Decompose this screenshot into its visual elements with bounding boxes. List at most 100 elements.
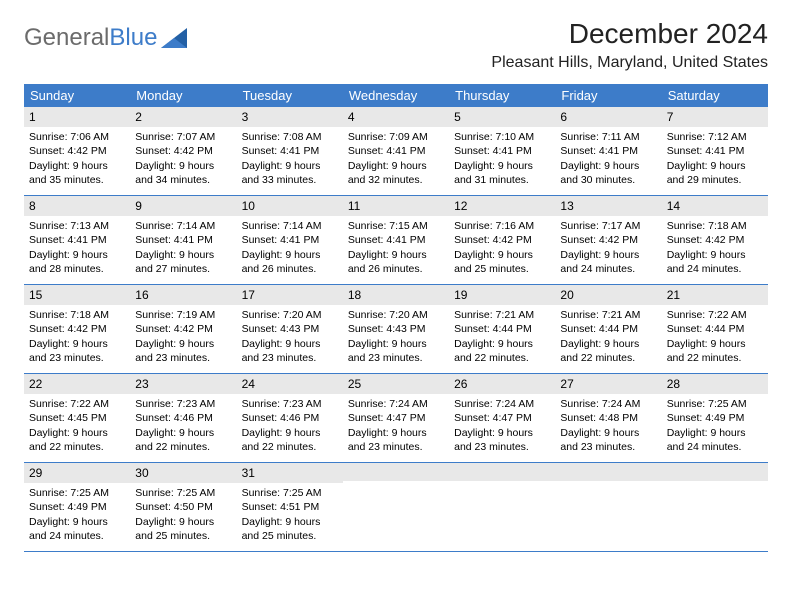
sunrise-text: Sunrise: 7:10 AM (454, 130, 550, 144)
day-body: Sunrise: 7:25 AMSunset: 4:49 PMDaylight:… (662, 394, 768, 458)
daylight-text-2: and 22 minutes. (454, 351, 550, 365)
sunset-text: Sunset: 4:41 PM (454, 144, 550, 158)
day-number: 30 (130, 463, 236, 483)
daylight-text-2: and 23 minutes. (560, 440, 656, 454)
sunrise-text: Sunrise: 7:22 AM (29, 397, 125, 411)
daylight-text-1: Daylight: 9 hours (348, 337, 444, 351)
day-body: Sunrise: 7:25 AMSunset: 4:50 PMDaylight:… (130, 483, 236, 547)
sunrise-text: Sunrise: 7:21 AM (560, 308, 656, 322)
day-body: Sunrise: 7:11 AMSunset: 4:41 PMDaylight:… (555, 127, 661, 191)
day-number: 4 (343, 107, 449, 127)
day-body: Sunrise: 7:12 AMSunset: 4:41 PMDaylight:… (662, 127, 768, 191)
daylight-text-1: Daylight: 9 hours (560, 426, 656, 440)
logo-triangle-icon (161, 28, 187, 48)
sunrise-text: Sunrise: 7:23 AM (135, 397, 231, 411)
day-body: Sunrise: 7:20 AMSunset: 4:43 PMDaylight:… (237, 305, 343, 369)
day-number: 11 (343, 196, 449, 216)
sunrise-text: Sunrise: 7:14 AM (135, 219, 231, 233)
day-cell: 23Sunrise: 7:23 AMSunset: 4:46 PMDayligh… (130, 374, 236, 462)
day-number: 19 (449, 285, 555, 305)
day-header-row: SundayMondayTuesdayWednesdayThursdayFrid… (24, 84, 768, 107)
day-body: Sunrise: 7:21 AMSunset: 4:44 PMDaylight:… (449, 305, 555, 369)
day-body: Sunrise: 7:13 AMSunset: 4:41 PMDaylight:… (24, 216, 130, 280)
sunset-text: Sunset: 4:42 PM (135, 144, 231, 158)
day-body: Sunrise: 7:22 AMSunset: 4:44 PMDaylight:… (662, 305, 768, 369)
day-body: Sunrise: 7:07 AMSunset: 4:42 PMDaylight:… (130, 127, 236, 191)
sunrise-text: Sunrise: 7:14 AM (242, 219, 338, 233)
daylight-text-2: and 24 minutes. (29, 529, 125, 543)
daylight-text-1: Daylight: 9 hours (454, 426, 550, 440)
day-number: 10 (237, 196, 343, 216)
daylight-text-2: and 25 minutes. (135, 529, 231, 543)
sunrise-text: Sunrise: 7:24 AM (454, 397, 550, 411)
daylight-text-2: and 29 minutes. (667, 173, 763, 187)
daylight-text-2: and 34 minutes. (135, 173, 231, 187)
daylight-text-1: Daylight: 9 hours (242, 159, 338, 173)
day-number: 25 (343, 374, 449, 394)
sunset-text: Sunset: 4:47 PM (348, 411, 444, 425)
daylight-text-2: and 22 minutes. (29, 440, 125, 454)
day-header: Saturday (662, 84, 768, 107)
daylight-text-2: and 31 minutes. (454, 173, 550, 187)
daylight-text-1: Daylight: 9 hours (135, 426, 231, 440)
sunset-text: Sunset: 4:46 PM (135, 411, 231, 425)
daylight-text-1: Daylight: 9 hours (454, 337, 550, 351)
day-cell (449, 463, 555, 551)
day-cell: 5Sunrise: 7:10 AMSunset: 4:41 PMDaylight… (449, 107, 555, 195)
day-cell: 17Sunrise: 7:20 AMSunset: 4:43 PMDayligh… (237, 285, 343, 373)
day-cell (555, 463, 661, 551)
daylight-text-1: Daylight: 9 hours (560, 337, 656, 351)
sunrise-text: Sunrise: 7:07 AM (135, 130, 231, 144)
daylight-text-1: Daylight: 9 hours (135, 337, 231, 351)
month-title: December 2024 (491, 18, 768, 50)
day-number: 14 (662, 196, 768, 216)
sunrise-text: Sunrise: 7:15 AM (348, 219, 444, 233)
sunrise-text: Sunrise: 7:25 AM (29, 486, 125, 500)
daylight-text-2: and 27 minutes. (135, 262, 231, 276)
day-number: 3 (237, 107, 343, 127)
day-cell: 25Sunrise: 7:24 AMSunset: 4:47 PMDayligh… (343, 374, 449, 462)
day-body: Sunrise: 7:08 AMSunset: 4:41 PMDaylight:… (237, 127, 343, 191)
day-cell (343, 463, 449, 551)
day-header: Thursday (449, 84, 555, 107)
sunset-text: Sunset: 4:41 PM (667, 144, 763, 158)
daylight-text-1: Daylight: 9 hours (242, 426, 338, 440)
calendar-page: GeneralBlue December 2024 Pleasant Hills… (0, 0, 792, 570)
daylight-text-1: Daylight: 9 hours (560, 159, 656, 173)
week-row: 22Sunrise: 7:22 AMSunset: 4:45 PMDayligh… (24, 374, 768, 463)
day-cell: 2Sunrise: 7:07 AMSunset: 4:42 PMDaylight… (130, 107, 236, 195)
daylight-text-1: Daylight: 9 hours (348, 159, 444, 173)
daylight-text-2: and 23 minutes. (348, 440, 444, 454)
sunset-text: Sunset: 4:41 PM (348, 144, 444, 158)
sunset-text: Sunset: 4:42 PM (454, 233, 550, 247)
daylight-text-1: Daylight: 9 hours (135, 248, 231, 262)
sunset-text: Sunset: 4:42 PM (135, 322, 231, 336)
sunrise-text: Sunrise: 7:11 AM (560, 130, 656, 144)
sunrise-text: Sunrise: 7:18 AM (29, 308, 125, 322)
daylight-text-2: and 23 minutes. (135, 351, 231, 365)
day-cell: 21Sunrise: 7:22 AMSunset: 4:44 PMDayligh… (662, 285, 768, 373)
day-number (662, 463, 768, 481)
daylight-text-1: Daylight: 9 hours (29, 337, 125, 351)
day-cell: 18Sunrise: 7:20 AMSunset: 4:43 PMDayligh… (343, 285, 449, 373)
sunrise-text: Sunrise: 7:25 AM (135, 486, 231, 500)
sunset-text: Sunset: 4:41 PM (29, 233, 125, 247)
logo-text-blue: Blue (109, 24, 157, 52)
day-number: 27 (555, 374, 661, 394)
day-body: Sunrise: 7:25 AMSunset: 4:51 PMDaylight:… (237, 483, 343, 547)
day-number: 22 (24, 374, 130, 394)
day-cell: 30Sunrise: 7:25 AMSunset: 4:50 PMDayligh… (130, 463, 236, 551)
day-cell: 12Sunrise: 7:16 AMSunset: 4:42 PMDayligh… (449, 196, 555, 284)
day-cell: 1Sunrise: 7:06 AMSunset: 4:42 PMDaylight… (24, 107, 130, 195)
daylight-text-1: Daylight: 9 hours (242, 337, 338, 351)
sunset-text: Sunset: 4:47 PM (454, 411, 550, 425)
daylight-text-2: and 24 minutes. (667, 262, 763, 276)
calendar-grid: SundayMondayTuesdayWednesdayThursdayFrid… (24, 84, 768, 552)
daylight-text-1: Daylight: 9 hours (29, 515, 125, 529)
day-cell: 11Sunrise: 7:15 AMSunset: 4:41 PMDayligh… (343, 196, 449, 284)
day-number: 21 (662, 285, 768, 305)
day-cell: 24Sunrise: 7:23 AMSunset: 4:46 PMDayligh… (237, 374, 343, 462)
daylight-text-2: and 30 minutes. (560, 173, 656, 187)
daylight-text-2: and 33 minutes. (242, 173, 338, 187)
sunrise-text: Sunrise: 7:17 AM (560, 219, 656, 233)
